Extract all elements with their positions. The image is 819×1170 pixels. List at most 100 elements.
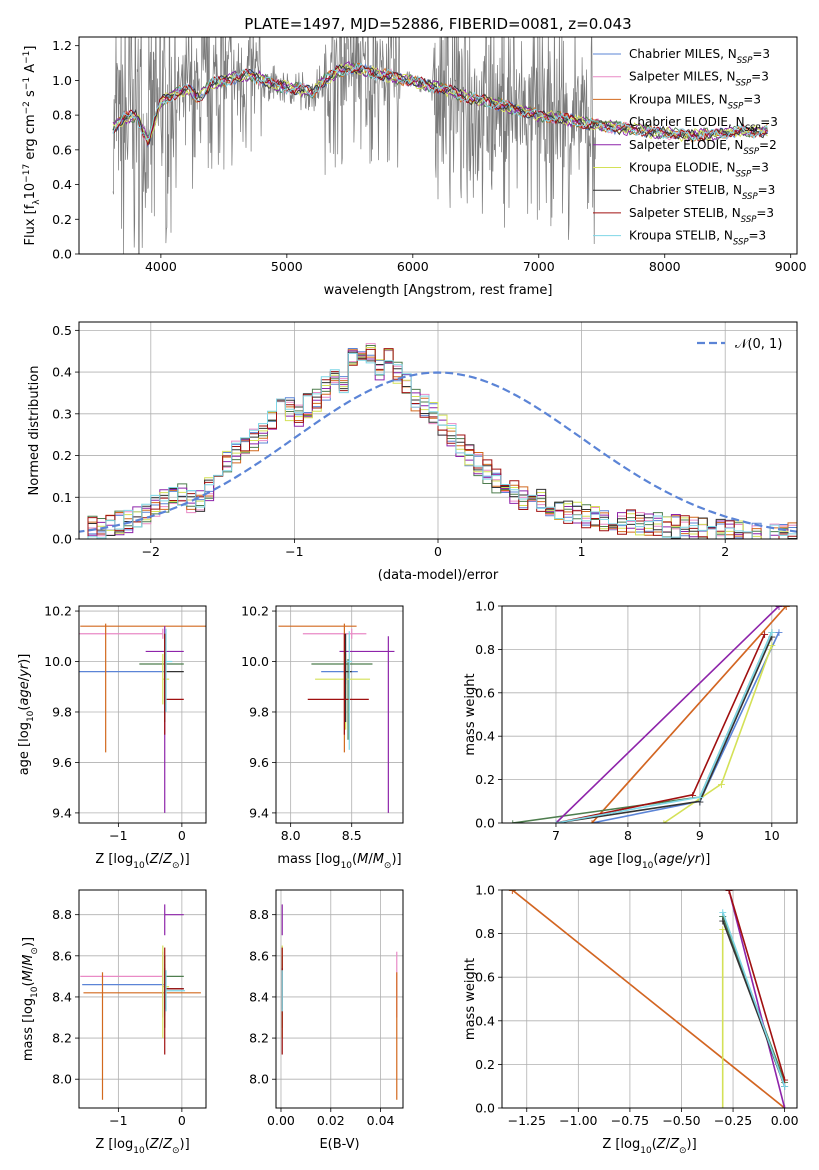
y-tick-label: 0.8: [475, 926, 495, 941]
plot-area: [79, 343, 797, 539]
legend-label-chabrier-miles: Chabrier MILES, NSSP=3: [629, 47, 770, 66]
weight-line-kroupa-miles: [511, 890, 786, 1108]
x-tick-label: 0.04: [367, 1113, 395, 1128]
weight-marker: +: [774, 626, 783, 639]
normal-curve: [79, 371, 797, 533]
point-kroupa-stelib: [165, 628, 173, 712]
weight-marker: +: [587, 817, 596, 830]
panel-mass-weight-vs-z: −1.25 −1.00 −0.75 −0.50 −0.25 0.00 0.0 0.2 0.4 0.…: [463, 883, 799, 1157]
x-tick-label: 8: [624, 828, 632, 843]
histogram-salpeter-stelib: [79, 348, 797, 539]
weight-marker: +: [767, 626, 776, 639]
weight-marker: +: [724, 884, 733, 897]
legend-label-chabrier-elodie: Chabrier ELODIE, NSSP=3: [629, 115, 778, 134]
weight-marker: +: [780, 1074, 789, 1087]
x-tick-label: 0: [178, 1113, 186, 1128]
weight-marker: +: [551, 817, 560, 830]
x-tick-label: 2: [721, 544, 729, 559]
plot-area: [79, 623, 206, 813]
y-tick-label: 9.8: [52, 704, 72, 719]
y-tick-label: 8.8: [249, 907, 269, 922]
y-tick-label: 8.4: [249, 989, 269, 1004]
weight-line-kroupa-miles: [591, 606, 787, 823]
weight-marker: +: [718, 923, 727, 936]
y-tick-label: 0.0: [475, 816, 495, 831]
x-tick-label: −1: [285, 544, 303, 559]
y-axis-label: mass weight: [463, 673, 478, 755]
weight-marker: +: [587, 817, 596, 830]
y-tick-label: 0.0: [52, 247, 72, 262]
x-tick-label: 8000: [649, 259, 681, 274]
y-tick-label: 8.0: [249, 1072, 269, 1087]
legend-label-salpeter-elodie: Salpeter ELODIE, NSSP=2: [629, 138, 777, 157]
x-tick-label: −1.00: [559, 1113, 597, 1128]
weight-marker: +: [780, 1076, 789, 1089]
weight-line-salpeter-elodie: [728, 890, 786, 1108]
weight-marker: +: [724, 884, 733, 897]
y-tick-label: 0.5: [52, 323, 72, 338]
weight-marker: +: [782, 600, 791, 613]
figure-title: PLATE=1497, MJD=52886, FIBERID=0081, z=0…: [244, 15, 631, 33]
y-tick-label: 8.6: [249, 948, 269, 963]
y-tick-label: 0.8: [52, 108, 72, 123]
x-tick-label: −1: [109, 1113, 127, 1128]
axes-frame: [275, 889, 404, 1109]
weight-marker: +: [780, 1080, 789, 1093]
y-tick-label: 9.6: [52, 755, 72, 770]
y-tick-label: 0.6: [475, 685, 495, 700]
x-axis-label: Z [log10(Z/Z⊙)]: [602, 1137, 696, 1156]
x-axis-label: Z [log10(Z/Z⊙)]: [95, 852, 189, 871]
weight-marker: +: [587, 817, 596, 830]
x-tick-label: 4000: [145, 259, 177, 274]
x-axis-label: mass [log10(M/M⊙)]: [277, 852, 401, 871]
point-kroupa-miles: [80, 623, 206, 753]
weight-line-salpeter-stelib: [728, 890, 786, 1080]
x-tick-label: 7000: [523, 259, 555, 274]
x-tick-label: −0.50: [662, 1113, 700, 1128]
weight-marker: +: [718, 910, 727, 923]
weight-marker: +: [508, 884, 517, 897]
x-tick-label: 0: [434, 544, 442, 559]
y-tick-label: 8.8: [52, 907, 72, 922]
spectrum-model-salpeter-stelib: [112, 64, 768, 147]
y-tick-label: 9.6: [249, 755, 269, 770]
axes-frame: [275, 605, 404, 824]
weight-line-salpeter-elodie: [555, 606, 780, 823]
x-tick-label: −1: [109, 828, 127, 843]
x-axis-label: (data-model)/error: [378, 568, 499, 583]
weight-marker: +: [688, 789, 697, 802]
y-axis-label: age [log10(age/yr)]: [17, 654, 36, 776]
y-tick-label: 10.0: [44, 654, 72, 669]
x-axis-label: E(B-V): [319, 1137, 359, 1152]
point-kroupa-stelib: [165, 970, 186, 1012]
y-tick-label: 10.0: [241, 654, 269, 669]
weight-marker: +: [782, 600, 791, 613]
weight-marker: +: [508, 884, 517, 897]
weight-marker: +: [718, 1102, 727, 1115]
y-tick-label: 8.2: [52, 1031, 72, 1046]
y-tick-label: 9.4: [52, 805, 72, 820]
axes-frame: [78, 321, 798, 540]
legend-label-kroupa-stelib: Kroupa STELIB, NSSP=3: [629, 229, 766, 248]
weight-marker: +: [695, 795, 704, 808]
x-tick-label: −1.25: [508, 1113, 546, 1128]
panel-age-vs-mass: 8.0 8.5 9.4 9.6 9.8 10.0 10.2 mass [log10(M/M⊙)…: [241, 604, 404, 871]
legend-label-salpeter-stelib: Salpeter STELIB, NSSP=3: [629, 206, 774, 225]
x-tick-label: 5000: [271, 259, 303, 274]
y-tick-label: 8.2: [249, 1031, 269, 1046]
y-tick-label: 0.0: [52, 532, 72, 547]
y-tick-label: 0.4: [52, 177, 72, 192]
y-tick-label: 0.4: [475, 729, 495, 744]
y-tick-label: 0.3: [52, 406, 72, 421]
legend-label-salpeter-miles: Salpeter MILES, NSSP=3: [629, 70, 769, 89]
weight-line-salpeter-stelib: [555, 633, 766, 823]
y-tick-label: 0.0: [475, 1101, 495, 1116]
histogram-kroupa-stelib: [79, 352, 797, 539]
y-tick-label: 1.2: [52, 38, 72, 53]
x-tick-label: −2: [142, 544, 160, 559]
x-tick-label: 0.00: [771, 1113, 799, 1128]
y-tick-label: 0.2: [52, 448, 72, 463]
panel-age-vs-z: −1 0 9.4 9.6 9.8 10.0 10.2 Z [log10(Z/Z⊙)] age […: [17, 604, 207, 871]
legend: Chabrier MILES, NSSP=3 Salpeter MILES, NS…: [593, 47, 778, 248]
